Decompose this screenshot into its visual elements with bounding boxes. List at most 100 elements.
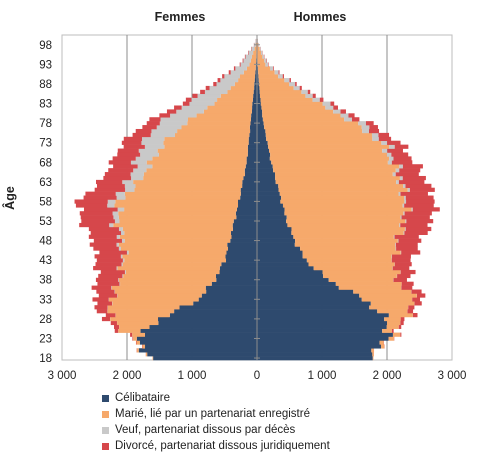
bar-hommes-divorce	[273, 66, 274, 70]
bar-hommes-marie	[260, 90, 302, 94]
bar-femmes-marie	[188, 117, 251, 121]
bar-femmes-veuf	[109, 223, 113, 227]
bar-hommes-marie	[260, 94, 305, 98]
bar-hommes-veuf	[389, 145, 395, 149]
bar-femmes-veuf	[182, 105, 208, 109]
bar-femmes-divorce	[147, 121, 160, 125]
bar-femmes-marie	[109, 297, 199, 301]
bar-femmes-marie	[152, 164, 245, 168]
bar-femmes-marie	[118, 266, 220, 270]
bar-hommes-marie	[278, 184, 403, 188]
bar-femmes-celibataire	[227, 243, 257, 247]
bar-femmes-celibataire	[236, 211, 257, 215]
bar-hommes-veuf	[395, 243, 396, 247]
bar-femmes-celibataire	[139, 348, 257, 352]
bar-hommes-marie	[257, 51, 261, 55]
bar-femmes-marie	[120, 282, 212, 286]
bar-hommes-celibataire	[257, 278, 329, 282]
legend: Célibataire Marié, lié par un partenaria…	[102, 390, 330, 454]
bar-hommes-divorce	[412, 297, 420, 301]
bar-femmes-marie	[136, 340, 139, 344]
bar-femmes-marie	[159, 152, 248, 156]
bar-hommes-marie	[266, 133, 372, 137]
bar-femmes-veuf	[142, 137, 164, 141]
bar-hommes-veuf	[404, 196, 406, 200]
bar-hommes-divorce	[404, 231, 427, 235]
bar-hommes-celibataire	[257, 219, 286, 223]
bar-hommes-celibataire	[257, 329, 382, 333]
bar-hommes-celibataire	[257, 239, 295, 243]
bar-hommes-divorce	[403, 164, 423, 168]
bar-femmes-marie	[146, 352, 147, 356]
bar-femmes-veuf	[176, 109, 204, 113]
bar-femmes-divorce	[97, 258, 123, 262]
bar-femmes-veuf	[133, 168, 146, 172]
bar-hommes-veuf	[372, 133, 378, 137]
bar-femmes-marie	[112, 286, 206, 290]
bar-hommes-marie	[271, 160, 388, 164]
bar-hommes-marie	[314, 266, 393, 270]
bar-hommes-celibataire	[257, 333, 393, 337]
bar-femmes-divorce	[122, 141, 142, 145]
bar-hommes-divorce	[399, 180, 425, 184]
bar-femmes-divorce	[149, 117, 160, 121]
bar-femmes-celibataire	[153, 356, 257, 360]
bar-hommes-divorce	[391, 152, 408, 156]
legend-item-celibataire: Célibataire	[102, 390, 330, 406]
bar-femmes-marie	[197, 113, 252, 117]
bar-femmes-divorce	[91, 231, 121, 235]
bar-femmes-divorce	[103, 176, 131, 180]
bar-hommes-celibataire	[257, 282, 336, 286]
bar-femmes-divorce	[79, 223, 109, 227]
bar-femmes-marie	[122, 254, 225, 258]
bar-femmes-veuf	[131, 176, 143, 180]
bar-femmes-celibataire	[145, 333, 257, 337]
left-title: Femmes	[155, 10, 206, 24]
y-axis-label: Âge	[2, 186, 17, 210]
bar-femmes-veuf	[157, 125, 182, 129]
bar-hommes-marie	[258, 58, 265, 62]
bar-femmes-celibataire	[233, 223, 257, 227]
bar-hommes-celibataire	[257, 317, 384, 321]
bar-femmes-divorce	[142, 125, 156, 129]
bar-femmes-veuf	[140, 152, 159, 156]
bar-hommes-marie	[389, 337, 394, 341]
bar-femmes-veuf	[117, 235, 120, 239]
bar-hommes-marie	[258, 66, 270, 70]
bar-hommes-marie	[309, 262, 395, 266]
bar-hommes-divorce	[403, 176, 426, 180]
bar-femmes-marie	[123, 262, 222, 266]
y-tick-label: 78	[39, 118, 52, 130]
bar-hommes-veuf	[403, 203, 405, 207]
bar-femmes-marie	[255, 47, 257, 51]
bar-femmes-celibataire	[252, 105, 257, 109]
bar-hommes-divorce	[417, 293, 425, 297]
bar-hommes-celibataire	[257, 274, 323, 278]
bar-hommes-marie	[323, 274, 397, 278]
bar-hommes-veuf	[396, 180, 399, 184]
bar-hommes-veuf	[284, 78, 289, 82]
bar-hommes-divorce	[408, 305, 414, 309]
y-tick-label: 28	[39, 314, 52, 326]
bar-femmes-marie	[118, 329, 140, 333]
bar-hommes-divorce	[413, 207, 440, 211]
bar-hommes-veuf	[403, 184, 405, 188]
bar-hommes-marie	[300, 246, 395, 250]
bar-femmes-divorce	[76, 203, 107, 207]
bar-hommes-veuf	[389, 156, 393, 160]
legend-label-celibataire: Célibataire	[115, 392, 170, 404]
bar-hommes-celibataire	[257, 176, 275, 180]
bar-femmes-marie	[123, 274, 216, 278]
bar-femmes-marie	[120, 235, 232, 239]
bar-hommes-marie	[261, 105, 325, 109]
bar-femmes-divorce	[186, 98, 192, 102]
bar-hommes-veuf	[323, 102, 331, 106]
bar-hommes-divorce	[369, 125, 378, 129]
bar-hommes-celibataire	[257, 266, 314, 270]
bar-femmes-veuf	[122, 239, 125, 243]
bar-hommes-celibataire	[257, 203, 283, 207]
bar-femmes-divorce	[92, 286, 112, 290]
bar-hommes-divorce	[414, 301, 421, 305]
bar-femmes-marie	[124, 231, 231, 235]
bar-femmes-marie	[146, 168, 244, 172]
